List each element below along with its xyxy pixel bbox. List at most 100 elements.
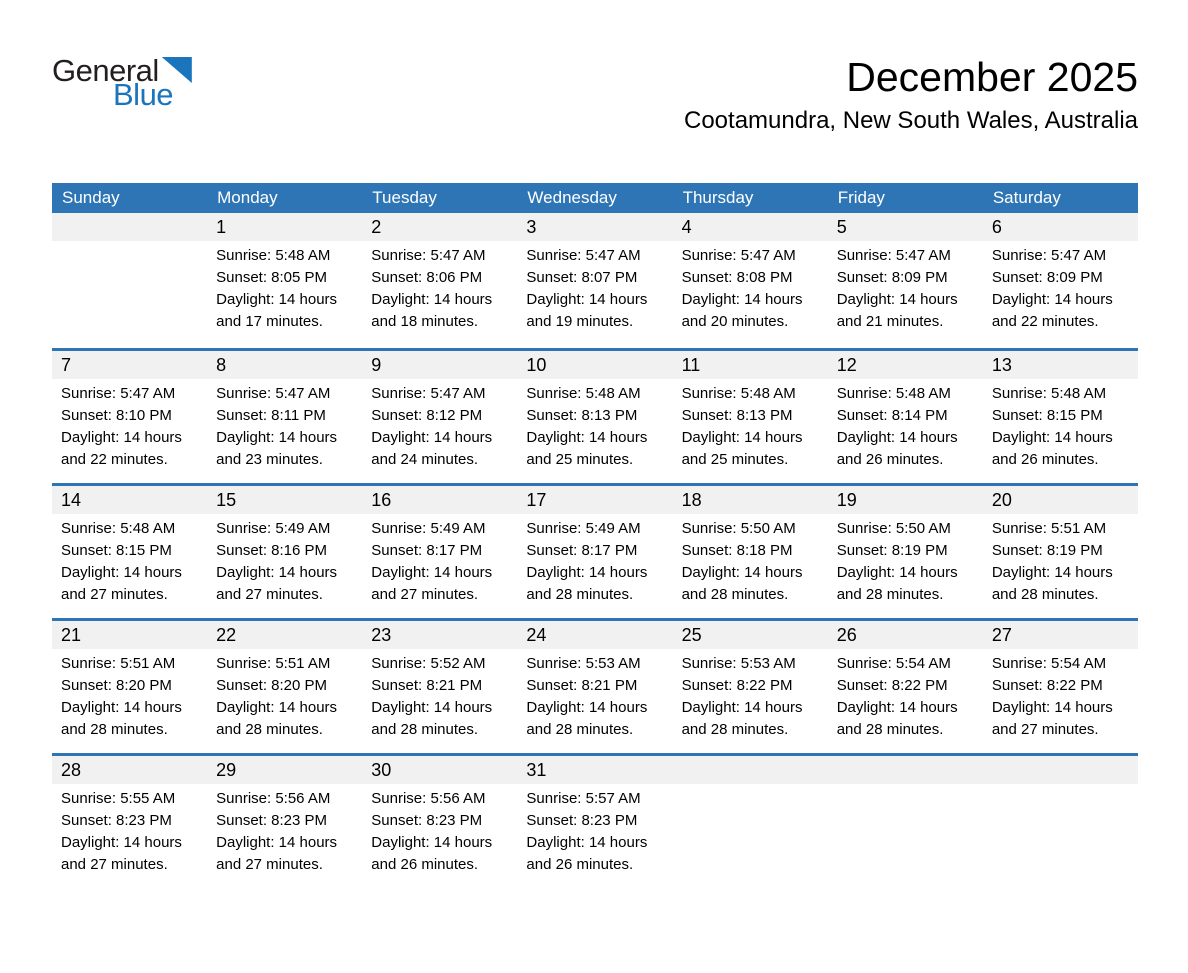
day-number: 17 — [517, 486, 673, 514]
title-block: December 2025 Cootamundra, New South Wal… — [684, 54, 1138, 135]
daylight-line1-text: Daylight: 14 hours — [371, 834, 493, 851]
daylight-line2-text: and 18 minutes. — [371, 313, 479, 330]
day-details: Sunrise: 5:51 AM Sunset: 8:20 PM Daylight:… — [207, 649, 362, 741]
day-details: Sunrise: 5:48 AM Sunset: 8:15 PM Daylight:… — [52, 514, 207, 606]
sunrise-text: Sunrise: 5:47 AM — [526, 247, 641, 264]
day-cell-13: 13 Sunrise: 5:48 AM Sunset: 8:15 PM Dayligh… — [982, 351, 1138, 483]
day-number: 29 — [207, 756, 363, 784]
sunrise-text: Sunrise: 5:49 AM — [216, 520, 331, 537]
sunset-text: Sunset: 8:11 PM — [216, 407, 326, 424]
page-header: General Blue December 2025 Cootamundra, … — [52, 54, 1138, 158]
day-details: Sunrise: 5:53 AM Sunset: 8:22 PM Daylight:… — [673, 649, 828, 741]
daylight-line2-text: and 27 minutes. — [61, 856, 168, 873]
day-number: 24 — [517, 621, 673, 649]
day-details: Sunrise: 5:53 AM Sunset: 8:21 PM Daylight:… — [517, 649, 672, 741]
week-row: 1 Sunrise: 5:48 AM Sunset: 8:05 PM Daylight… — [52, 213, 1138, 348]
daylight-line1-text: Daylight: 14 hours — [526, 291, 648, 308]
day-cell-20: 20 Sunrise: 5:51 AM Sunset: 8:19 PM Dayligh… — [982, 486, 1138, 618]
day-number — [672, 756, 828, 784]
day-details: Sunrise: 5:50 AM Sunset: 8:18 PM Daylight:… — [673, 514, 828, 606]
daylight-line2-text: and 25 minutes. — [681, 451, 789, 468]
sunrise-text: Sunrise: 5:54 AM — [991, 655, 1107, 672]
daylight-line2-text: and 27 minutes. — [61, 586, 168, 603]
daylight-line2-text: and 26 minutes. — [991, 451, 1099, 468]
daylight-line2-text: and 26 minutes. — [526, 856, 634, 873]
daylight-line1-text: Daylight: 14 hours — [216, 429, 338, 446]
day-details: Sunrise: 5:47 AM Sunset: 8:11 PM Daylight:… — [207, 379, 362, 471]
sunrise-text: Sunrise: 5:49 AM — [371, 520, 486, 537]
day-details: Sunrise: 5:48 AM Sunset: 8:15 PM Daylight:… — [983, 379, 1138, 471]
day-details: Sunrise: 5:49 AM Sunset: 8:17 PM Daylight:… — [517, 514, 672, 606]
day-cell-4: 4 Sunrise: 5:47 AM Sunset: 8:08 PM Daylight… — [672, 213, 828, 348]
sunset-text: Sunset: 8:07 PM — [526, 269, 638, 286]
day-number: 7 — [52, 351, 208, 379]
daylight-line2-text: and 19 minutes. — [526, 313, 634, 330]
daylight-line2-text: and 28 minutes. — [216, 721, 323, 738]
day-details: Sunrise: 5:55 AM Sunset: 8:23 PM Daylight:… — [52, 784, 207, 876]
daylight-line1-text: Daylight: 14 hours — [61, 834, 182, 851]
day-cell-empty — [982, 756, 1138, 888]
daylight-line2-text: and 28 minutes. — [836, 721, 944, 738]
day-cell-19: 19 Sunrise: 5:50 AM Sunset: 8:19 PM Dayligh… — [827, 486, 983, 618]
daylight-line1-text: Daylight: 14 hours — [681, 699, 803, 716]
day-cell-2: 2 Sunrise: 5:47 AM Sunset: 8:06 PM Daylight… — [362, 213, 518, 348]
daylight-line2-text: and 28 minutes. — [991, 586, 1099, 603]
daylight-line1-text: Daylight: 14 hours — [216, 699, 338, 716]
daylight-line2-text: and 28 minutes. — [681, 721, 789, 738]
daylight-line2-text: and 21 minutes. — [836, 313, 944, 330]
sunset-text: Sunset: 8:09 PM — [991, 269, 1103, 286]
day-details: Sunrise: 5:47 AM Sunset: 8:10 PM Daylight:… — [52, 379, 207, 471]
sunset-text: Sunset: 8:19 PM — [836, 542, 948, 559]
daylight-line1-text: Daylight: 14 hours — [991, 429, 1113, 446]
day-cell-6: 6 Sunrise: 5:47 AM Sunset: 8:09 PM Daylight… — [982, 213, 1138, 348]
day-cell-18: 18 Sunrise: 5:50 AM Sunset: 8:18 PM Dayligh… — [672, 486, 828, 618]
daylight-line2-text: and 28 minutes. — [526, 586, 634, 603]
location-subtitle: Cootamundra, New South Wales, Australia — [684, 107, 1138, 135]
day-cell-22: 22 Sunrise: 5:51 AM Sunset: 8:20 PM Dayligh… — [207, 621, 363, 753]
daylight-line2-text: and 20 minutes. — [681, 313, 789, 330]
sunset-text: Sunset: 8:05 PM — [216, 269, 328, 286]
sunrise-text: Sunrise: 5:56 AM — [216, 790, 331, 807]
sunrise-text: Sunrise: 5:47 AM — [681, 247, 796, 264]
sunrise-text: Sunrise: 5:57 AM — [526, 790, 641, 807]
day-cell-29: 29 Sunrise: 5:56 AM Sunset: 8:23 PM Dayligh… — [207, 756, 363, 888]
day-details: Sunrise: 5:47 AM Sunset: 8:09 PM Daylight:… — [983, 241, 1138, 333]
daylight-line1-text: Daylight: 14 hours — [991, 564, 1113, 581]
logo-text-blue: Blue — [113, 77, 174, 112]
sunset-text: Sunset: 8:13 PM — [681, 407, 793, 424]
weekday-header-tuesday: Tuesday — [372, 188, 437, 207]
day-number: 18 — [672, 486, 828, 514]
day-cell-8: 8 Sunrise: 5:47 AM Sunset: 8:11 PM Daylight… — [207, 351, 363, 483]
daylight-line2-text: and 17 minutes. — [216, 313, 323, 330]
day-number: 26 — [827, 621, 983, 649]
sunrise-text: Sunrise: 5:52 AM — [371, 655, 486, 672]
sunset-text: Sunset: 8:23 PM — [526, 812, 638, 829]
daylight-line1-text: Daylight: 14 hours — [836, 291, 958, 308]
daylight-line1-text: Daylight: 14 hours — [681, 564, 803, 581]
day-number: 5 — [827, 213, 983, 241]
day-details: Sunrise: 5:54 AM Sunset: 8:22 PM Daylight:… — [983, 649, 1138, 741]
daylight-line2-text: and 27 minutes. — [371, 586, 479, 603]
sunset-text: Sunset: 8:21 PM — [371, 677, 483, 694]
day-number: 9 — [362, 351, 518, 379]
day-number: 16 — [362, 486, 518, 514]
day-number: 23 — [362, 621, 518, 649]
day-details: Sunrise: 5:49 AM Sunset: 8:17 PM Daylight:… — [362, 514, 517, 606]
sunset-text: Sunset: 8:06 PM — [371, 269, 483, 286]
weekday-header-monday: Monday — [217, 188, 278, 207]
sunrise-text: Sunrise: 5:47 AM — [61, 385, 176, 402]
sunrise-text: Sunrise: 5:53 AM — [681, 655, 796, 672]
sunset-text: Sunset: 8:08 PM — [681, 269, 793, 286]
sunrise-text: Sunrise: 5:47 AM — [371, 385, 486, 402]
daylight-line2-text: and 27 minutes. — [216, 856, 323, 873]
day-details: Sunrise: 5:50 AM Sunset: 8:19 PM Daylight:… — [828, 514, 983, 606]
day-number: 15 — [207, 486, 363, 514]
daylight-line2-text: and 23 minutes. — [216, 451, 323, 468]
daylight-line1-text: Daylight: 14 hours — [681, 429, 803, 446]
sunset-text: Sunset: 8:14 PM — [836, 407, 948, 424]
day-number: 28 — [52, 756, 208, 784]
daylight-line2-text: and 28 minutes. — [61, 721, 168, 738]
day-number: 3 — [517, 213, 673, 241]
day-number: 20 — [982, 486, 1138, 514]
day-cell-7: 7 Sunrise: 5:47 AM Sunset: 8:10 PM Daylight… — [52, 351, 208, 483]
